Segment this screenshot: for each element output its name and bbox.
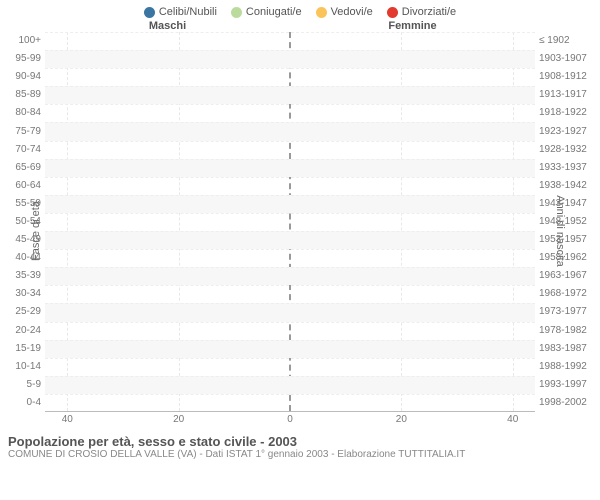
legend-label: Coniugati/e bbox=[246, 6, 302, 18]
birth-label: 1903-1907 bbox=[539, 54, 587, 64]
chart-row bbox=[45, 159, 535, 177]
birth-label: 1973-1977 bbox=[539, 307, 587, 317]
age-label: 5-9 bbox=[27, 380, 41, 390]
y-axis-right: ≤ 1902 1903-1907 1908-1912 1913-1917 1918-19… bbox=[535, 32, 600, 430]
birth-label: 1978-1982 bbox=[539, 326, 587, 336]
legend: Celibi/Nubili Coniugati/e Vedovi/e Divorzia… bbox=[0, 0, 600, 20]
legend-label: Celibi/Nubili bbox=[159, 6, 217, 18]
chart-source: COMUNE DI CROSIO DELLA VALLE (VA) - Dati… bbox=[8, 449, 592, 460]
age-label: 70-74 bbox=[15, 145, 41, 155]
age-label: 100+ bbox=[18, 36, 41, 46]
birth-label: 1923-1927 bbox=[539, 127, 587, 137]
age-label: 35-39 bbox=[15, 271, 41, 281]
birth-label: 1998-2002 bbox=[539, 398, 587, 408]
age-label: 55-59 bbox=[15, 199, 41, 209]
chart-row bbox=[45, 340, 535, 358]
legend-swatch bbox=[387, 7, 398, 18]
chart-row bbox=[45, 32, 535, 50]
birth-label: 1953-1957 bbox=[539, 235, 587, 245]
chart-row bbox=[45, 394, 535, 412]
chart-row bbox=[45, 267, 535, 285]
birth-label: 1928-1932 bbox=[539, 145, 587, 155]
birth-label: 1948-1952 bbox=[539, 217, 587, 227]
birth-label: ≤ 1902 bbox=[539, 36, 570, 46]
chart-row bbox=[45, 195, 535, 213]
pyramid-chart: Fasce di età Anni di nascita 100+95-9990… bbox=[0, 32, 600, 430]
chart-row bbox=[45, 86, 535, 104]
x-tick: 40 bbox=[62, 414, 73, 425]
age-label: 75-79 bbox=[15, 127, 41, 137]
x-tick: 20 bbox=[396, 414, 407, 425]
footer: Popolazione per età, sesso e stato civil… bbox=[0, 430, 600, 460]
birth-label: 1908-1912 bbox=[539, 72, 587, 82]
birth-label: 1988-1992 bbox=[539, 362, 587, 372]
birth-label: 1918-1922 bbox=[539, 108, 587, 118]
age-label: 40-44 bbox=[15, 253, 41, 263]
chart-row bbox=[45, 122, 535, 140]
y-axis-left: 100+ 95-99 90-94 85-89 80-84 75-79 70-74 65-69 6… bbox=[0, 32, 45, 430]
legend-item: Coniugati/e bbox=[231, 6, 302, 18]
birth-label: 1993-1997 bbox=[539, 380, 587, 390]
plot-area bbox=[45, 32, 535, 412]
male-header: Maschi bbox=[45, 20, 290, 32]
chart-row bbox=[45, 104, 535, 122]
birth-label: 1933-1937 bbox=[539, 163, 587, 173]
age-label: 95-99 bbox=[15, 54, 41, 64]
age-label: 10-14 bbox=[15, 362, 41, 372]
birth-label: 1938-1942 bbox=[539, 181, 587, 191]
chart-row bbox=[45, 177, 535, 195]
x-tick: 0 bbox=[287, 414, 293, 425]
birth-label: 1983-1987 bbox=[539, 344, 587, 354]
age-label: 65-69 bbox=[15, 163, 41, 173]
chart-row bbox=[45, 322, 535, 340]
x-tick: 40 bbox=[507, 414, 518, 425]
age-label: 60-64 bbox=[15, 181, 41, 191]
chart-row bbox=[45, 303, 535, 321]
x-axis: 40 20 0 20 40 bbox=[45, 412, 535, 430]
birth-label: 1963-1967 bbox=[539, 271, 587, 281]
age-label: 90-94 bbox=[15, 72, 41, 82]
legend-swatch bbox=[231, 7, 242, 18]
age-label: 30-34 bbox=[15, 289, 41, 299]
legend-item: Vedovi/e bbox=[316, 6, 373, 18]
legend-label: Vedovi/e bbox=[331, 6, 373, 18]
chart-row bbox=[45, 68, 535, 86]
legend-swatch bbox=[144, 7, 155, 18]
legend-item: Divorziati/e bbox=[387, 6, 456, 18]
age-label: 15-19 bbox=[15, 344, 41, 354]
age-label: 85-89 bbox=[15, 90, 41, 100]
chart-row bbox=[45, 285, 535, 303]
chart-title: Popolazione per età, sesso e stato civil… bbox=[8, 434, 592, 449]
legend-swatch bbox=[316, 7, 327, 18]
birth-label: 1943-1947 bbox=[539, 199, 587, 209]
x-tick: 20 bbox=[173, 414, 184, 425]
birth-label: 1958-1962 bbox=[539, 253, 587, 263]
chart-row bbox=[45, 376, 535, 394]
age-label: 80-84 bbox=[15, 108, 41, 118]
birth-label: 1913-1917 bbox=[539, 90, 587, 100]
legend-item: Celibi/Nubili bbox=[144, 6, 217, 18]
female-header: Femmine bbox=[290, 20, 535, 32]
legend-label: Divorziati/e bbox=[402, 6, 456, 18]
age-label: 20-24 bbox=[15, 326, 41, 336]
column-headers: Maschi Femmine bbox=[0, 20, 600, 32]
chart-row bbox=[45, 213, 535, 231]
birth-label: 1968-1972 bbox=[539, 289, 587, 299]
chart-row bbox=[45, 358, 535, 376]
age-label: 0-4 bbox=[27, 398, 41, 408]
chart-row bbox=[45, 249, 535, 267]
chart-row bbox=[45, 231, 535, 249]
chart-row bbox=[45, 50, 535, 68]
age-label: 45-49 bbox=[15, 235, 41, 245]
chart-row bbox=[45, 141, 535, 159]
age-label: 50-54 bbox=[15, 217, 41, 227]
age-label: 25-29 bbox=[15, 307, 41, 317]
